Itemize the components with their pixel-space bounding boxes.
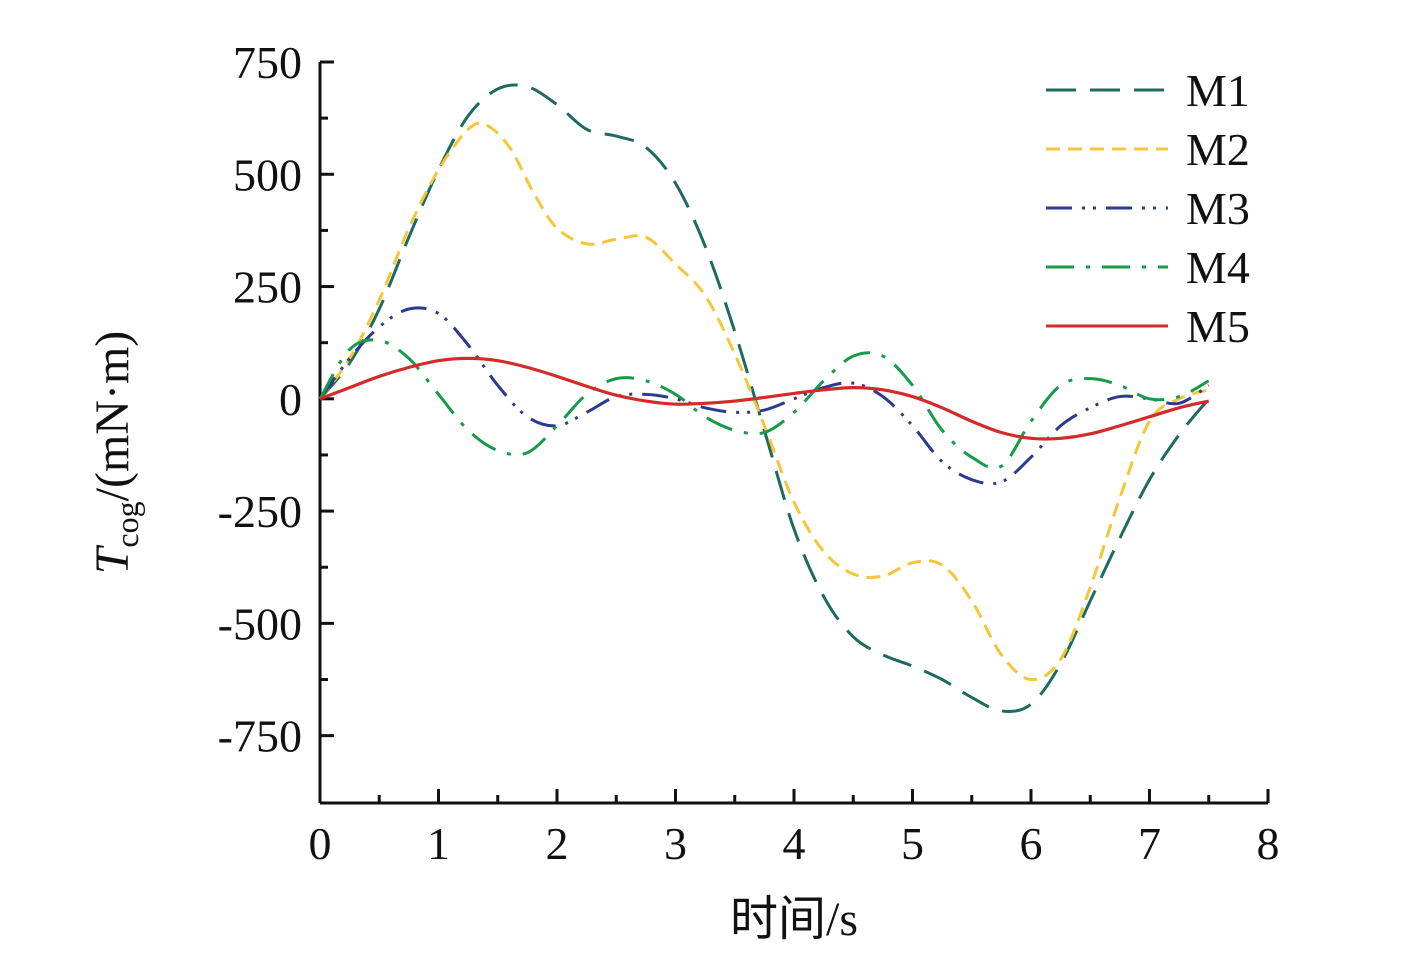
y-tick-label: -500 bbox=[218, 598, 302, 649]
legend-label: M4 bbox=[1186, 242, 1250, 293]
legend-item-m5: M5 bbox=[1046, 301, 1250, 352]
x-tick-label: 4 bbox=[783, 818, 806, 869]
x-tick-label: 0 bbox=[309, 818, 332, 869]
x-tick-label: 5 bbox=[901, 818, 924, 869]
x-tick-label: 6 bbox=[1020, 818, 1043, 869]
y-tick-label: 750 bbox=[233, 37, 302, 88]
axes bbox=[318, 62, 1268, 805]
legend-label: M2 bbox=[1186, 124, 1250, 175]
x-tick-label: 8 bbox=[1257, 818, 1280, 869]
series-line-m1 bbox=[318, 83, 1210, 713]
y-tick-label: -750 bbox=[218, 711, 302, 762]
legend-item-m3: M3 bbox=[1046, 183, 1250, 234]
legend-label: M1 bbox=[1186, 65, 1250, 116]
legend-label: M5 bbox=[1186, 301, 1250, 352]
legend-item-m4: M4 bbox=[1046, 242, 1250, 293]
legend: M1 M2 M3 M4 M5 bbox=[1046, 65, 1250, 352]
series-line-m3 bbox=[318, 306, 1210, 486]
legend-label: M3 bbox=[1186, 183, 1250, 234]
x-tick-label: 1 bbox=[427, 818, 450, 869]
x-tick-label: 3 bbox=[664, 818, 687, 869]
series-lines bbox=[318, 83, 1210, 713]
y-tick-label: -250 bbox=[218, 486, 302, 537]
legend-item-m1: M1 bbox=[1046, 65, 1250, 116]
x-axis-title: 时间/s bbox=[730, 893, 858, 946]
x-tick-label: 7 bbox=[1138, 818, 1161, 869]
y-tick-label: 250 bbox=[233, 262, 302, 313]
y-axis-title-unit: /(mN·m) bbox=[86, 331, 139, 502]
series-line-m5 bbox=[319, 356, 1210, 441]
axis-ticks bbox=[318, 60, 1270, 803]
y-tick-label: 0 bbox=[279, 374, 302, 425]
x-tick-label: 2 bbox=[546, 818, 569, 869]
y-axis-title-subscript: cog bbox=[109, 501, 145, 547]
y-tick-label: 500 bbox=[233, 149, 302, 200]
y-axis-title-symbol: T bbox=[86, 544, 139, 574]
series-line-m4 bbox=[318, 338, 1210, 470]
series-line-m2 bbox=[318, 121, 1210, 682]
axis-tick-labels: 0 1 2 3 4 5 6 7 8 -750 -500 -250 0 250 500 750 bbox=[218, 37, 1280, 869]
y-axis-title: Tcog/(mN·m) bbox=[86, 331, 145, 575]
legend-item-m2: M2 bbox=[1046, 124, 1250, 175]
